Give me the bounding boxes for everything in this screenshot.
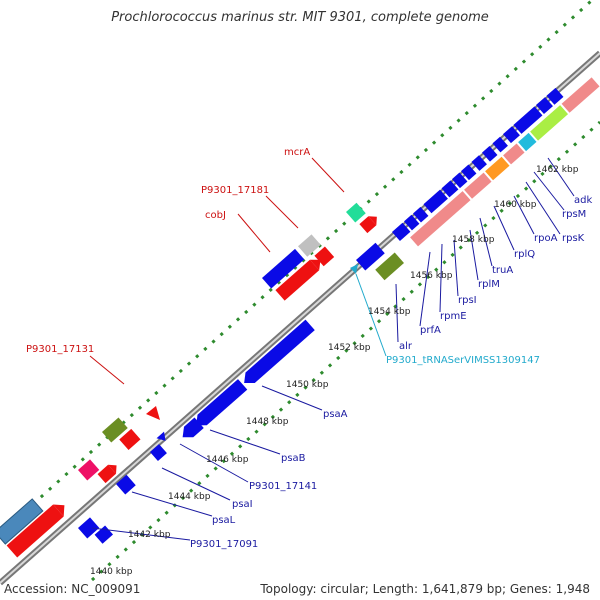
kbp-tick-label: 1444 kbp [168, 492, 211, 502]
gene-label[interactable]: prfA [420, 325, 441, 336]
gene-feature[interactable] [536, 97, 553, 115]
gene-feature[interactable] [116, 474, 136, 495]
gene-label[interactable]: rplQ [514, 249, 535, 260]
gene-label[interactable]: psaI [232, 499, 253, 510]
kbp-tick-label: 1442 kbp [128, 530, 171, 540]
gene-feature[interactable] [350, 264, 358, 274]
gene-feature[interactable] [561, 77, 600, 113]
genome-title: Prochlorococcus marinus str. MIT 9301, c… [111, 10, 489, 25]
gene-feature[interactable] [530, 105, 569, 141]
gene-feature[interactable] [108, 461, 120, 474]
gene-feature[interactable] [482, 146, 498, 162]
gene-feature[interactable] [368, 212, 380, 226]
gene-feature[interactable] [464, 172, 492, 199]
gene-label[interactable]: alr [399, 341, 413, 352]
inner-dotted-track [90, 120, 600, 582]
gene-feature[interactable] [471, 155, 487, 171]
kbp-tick-label: 1462 kbp [536, 165, 579, 175]
gene-feature[interactable] [298, 234, 321, 257]
dotted-tracks [0, 0, 600, 582]
gene-feature[interactable] [150, 444, 167, 462]
gene-label[interactable]: P9301_17131 [26, 344, 94, 355]
gene-feature[interactable] [78, 459, 100, 481]
gene-feature[interactable] [0, 498, 44, 545]
gene-feature[interactable] [452, 172, 468, 189]
gene-label[interactable]: rpmE [440, 311, 467, 322]
gene-labels: P9301_17091 psaL psaI P9301_17141 psaB p… [26, 147, 592, 550]
gene-feature[interactable] [392, 222, 411, 242]
kbp-tick-label: 1452 kbp [328, 343, 371, 353]
gene-label[interactable]: P9301_tRNASerVIMSS1309147 [386, 355, 540, 366]
gene-feature[interactable] [262, 248, 305, 289]
gene-feature[interactable] [410, 191, 471, 247]
gene-feature[interactable] [78, 517, 100, 539]
gene-feature[interactable] [503, 143, 525, 165]
gene-feature[interactable] [156, 431, 170, 445]
kbp-tick-label: 1454 kbp [368, 307, 411, 317]
gene-feature[interactable] [513, 106, 543, 134]
gene-feature[interactable] [461, 164, 477, 181]
kbp-tick-label: 1450 kbp [286, 380, 329, 390]
gene-feature[interactable] [356, 242, 385, 271]
gene-label[interactable]: psaL [212, 515, 236, 526]
kbp-tick-label: 1448 kbp [246, 417, 289, 427]
kbp-tick-label: 1460 kbp [494, 200, 537, 210]
gene-feature[interactable] [485, 156, 510, 181]
gene-feature[interactable] [192, 379, 248, 431]
kbp-tick-label: 1456 kbp [410, 271, 453, 281]
gene-feature[interactable] [309, 254, 325, 271]
gene-label[interactable]: psaB [281, 453, 306, 464]
gene-label[interactable]: cobJ [205, 210, 226, 221]
gene-feature[interactable] [546, 87, 564, 105]
kbp-tick-labels: 1440 kbp 1442 kbp 1444 kbp 1446 kbp 1448… [90, 165, 579, 577]
gene-feature[interactable] [441, 180, 459, 198]
label-connectors [89, 157, 575, 541]
gene-label[interactable]: mcrA [284, 147, 310, 158]
gene-label[interactable]: P9301_17091 [190, 539, 258, 550]
topology-text: Topology: circular; Length: 1,641,879 bp… [260, 582, 590, 596]
gene-feature[interactable] [492, 136, 508, 153]
gene-label[interactable]: P9301_17181 [201, 185, 269, 196]
gene-feature[interactable] [413, 206, 429, 223]
kbp-tick-label: 1446 kbp [206, 455, 249, 465]
gene-feature[interactable] [404, 214, 420, 231]
gene-label[interactable]: P9301_17141 [249, 481, 317, 492]
gene-feature[interactable] [240, 319, 315, 389]
gene-label[interactable]: psaA [323, 409, 348, 420]
gene-feature[interactable] [503, 126, 520, 144]
gene-feature[interactable] [119, 428, 141, 450]
gene-label[interactable]: rplM [478, 279, 500, 290]
reverse-genes [78, 77, 600, 544]
kbp-tick-label: 1440 kbp [90, 567, 133, 577]
gene-feature[interactable] [423, 189, 448, 214]
outer-dotted-track [0, 0, 595, 536]
gene-label[interactable]: rpsM [562, 209, 586, 220]
gene-feature[interactable] [102, 417, 128, 443]
gene-feature[interactable] [359, 216, 377, 234]
gene-label[interactable]: rpsI [458, 295, 477, 306]
gene-label[interactable]: rpoA [534, 233, 558, 244]
gene-feature[interactable] [97, 464, 117, 484]
gene-label[interactable]: truA [492, 265, 513, 276]
gene-feature[interactable] [6, 504, 64, 558]
gene-feature[interactable] [346, 202, 366, 223]
accession-text: Accession: NC_009091 [4, 582, 141, 596]
gene-label[interactable]: adk [574, 195, 592, 206]
forward-genes [0, 202, 380, 558]
gene-feature[interactable] [53, 499, 70, 517]
gene-feature[interactable] [518, 132, 537, 152]
gene-feature[interactable] [375, 252, 404, 281]
gene-feature[interactable] [275, 259, 320, 301]
kbp-tick-label: 1458 kbp [452, 235, 495, 245]
gene-label[interactable]: rpsK [562, 233, 585, 244]
gene-feature[interactable] [314, 246, 335, 267]
gene-feature[interactable] [146, 406, 160, 420]
